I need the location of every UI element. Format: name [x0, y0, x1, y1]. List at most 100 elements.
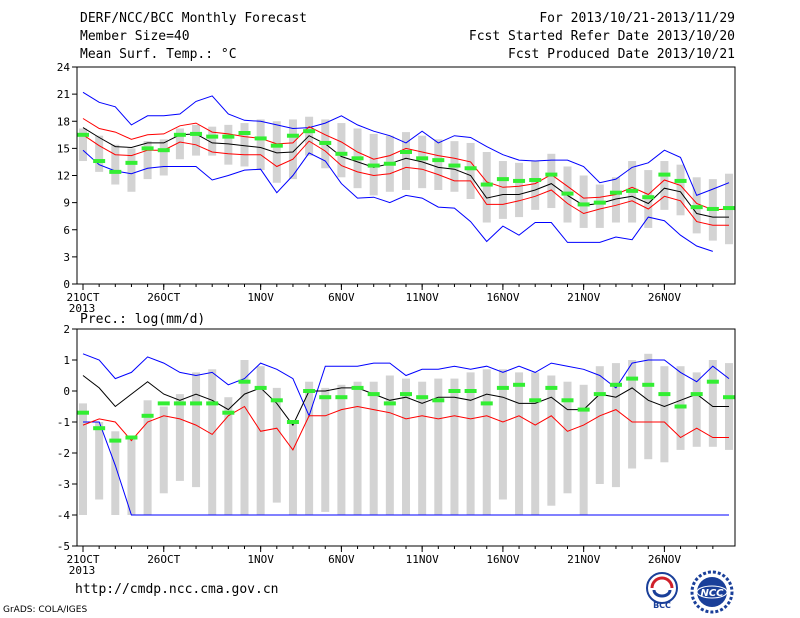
median-mark [351, 385, 364, 390]
spread-box [369, 381, 378, 515]
spread-box [402, 378, 410, 515]
spread-box [434, 139, 443, 190]
median-mark [303, 389, 316, 393]
spread-box [240, 123, 249, 167]
spread-box [579, 384, 588, 515]
y-tick-label: -2 [57, 447, 70, 460]
spread-box [660, 366, 669, 463]
x-tick-label: 1NOV [247, 553, 274, 566]
spread-box [353, 381, 362, 515]
median-mark [513, 382, 526, 387]
spread-box [628, 360, 637, 469]
spread-box [272, 387, 281, 503]
spread-box [531, 161, 540, 210]
spread-box [127, 437, 136, 515]
x-tick-label: 26NOV [648, 553, 681, 566]
spread-box [595, 184, 604, 228]
median-mark [626, 376, 639, 381]
spread-box [418, 381, 427, 515]
spread-box [321, 387, 330, 512]
spread-box [547, 153, 556, 209]
median-mark [400, 392, 412, 397]
median-mark [93, 426, 106, 431]
x-tick-label: 21OCT [66, 553, 99, 566]
median-mark [367, 392, 380, 397]
median-mark [545, 385, 558, 390]
x-tick-label: 21NOV [567, 291, 600, 304]
median-mark [658, 392, 671, 397]
spread-box [111, 144, 120, 185]
median-mark [416, 395, 429, 400]
x-tick-label: 6NOV [328, 291, 355, 304]
median-mark [222, 134, 235, 139]
median-mark [383, 161, 396, 166]
median-mark [513, 178, 526, 183]
spread-box [288, 119, 297, 180]
spread-box [515, 372, 524, 515]
x-tick-label: 26NOV [648, 291, 681, 304]
y-tick-label: 24 [57, 61, 71, 74]
median-mark [286, 420, 299, 424]
spread-box [159, 139, 168, 176]
median-mark [593, 392, 606, 397]
y-tick-label: -1 [57, 416, 70, 429]
spread-box [192, 372, 201, 488]
median-mark [706, 206, 719, 211]
source-url[interactable]: http://cmdp.ncc.cma.gov.cn [75, 582, 279, 597]
spread-box [256, 366, 265, 515]
median-mark [400, 149, 412, 154]
median-mark [529, 178, 542, 183]
spread-box [692, 372, 701, 447]
y-tick-label: 1 [63, 354, 70, 367]
spread-box [256, 119, 265, 171]
median-mark [593, 200, 606, 205]
x-tick-label: 21NOV [567, 553, 600, 566]
spread-box [466, 372, 475, 515]
median-mark [674, 178, 687, 183]
median-mark [77, 410, 89, 415]
median-mark [416, 156, 429, 161]
median-mark [448, 163, 461, 168]
min-line [82, 149, 713, 252]
spread-box [143, 400, 152, 515]
median-mark [254, 385, 267, 390]
spread-box [482, 369, 491, 515]
spread-box [159, 406, 168, 494]
spread-box [224, 124, 233, 165]
median-mark [464, 166, 477, 171]
y-tick-label: -4 [57, 509, 71, 522]
year-label: 2013 [69, 302, 96, 315]
y-tick-label: -5 [57, 540, 70, 553]
spread-box [498, 369, 507, 500]
spread-box [208, 126, 217, 156]
y-tick-label: 6 [63, 224, 70, 237]
spread-box [111, 431, 120, 515]
y-tick-label: 0 [63, 278, 70, 291]
spread-box [611, 177, 620, 223]
x-tick-label: 21OCT [66, 291, 99, 304]
median-mark [109, 438, 122, 443]
x-tick-label: 11NOV [406, 291, 439, 304]
median-mark [157, 148, 170, 153]
spread-box [450, 378, 459, 515]
lower-line [82, 134, 729, 226]
median-mark [190, 401, 203, 406]
median-mark [690, 205, 703, 210]
median-mark [690, 392, 703, 397]
median-mark [77, 132, 89, 137]
spread-box [515, 162, 524, 218]
median-mark [642, 195, 655, 200]
spread-box [337, 384, 346, 515]
spread-box [175, 394, 184, 481]
spread-box [708, 360, 717, 447]
median-mark [577, 202, 590, 207]
y-tick-label: 21 [57, 88, 70, 101]
median-mark [496, 385, 509, 390]
median-mark [190, 131, 203, 136]
year-label: 2013 [69, 564, 96, 577]
median-mark [723, 395, 735, 400]
spread-box [563, 381, 572, 494]
median-mark [335, 151, 348, 156]
spread-box [385, 375, 394, 515]
